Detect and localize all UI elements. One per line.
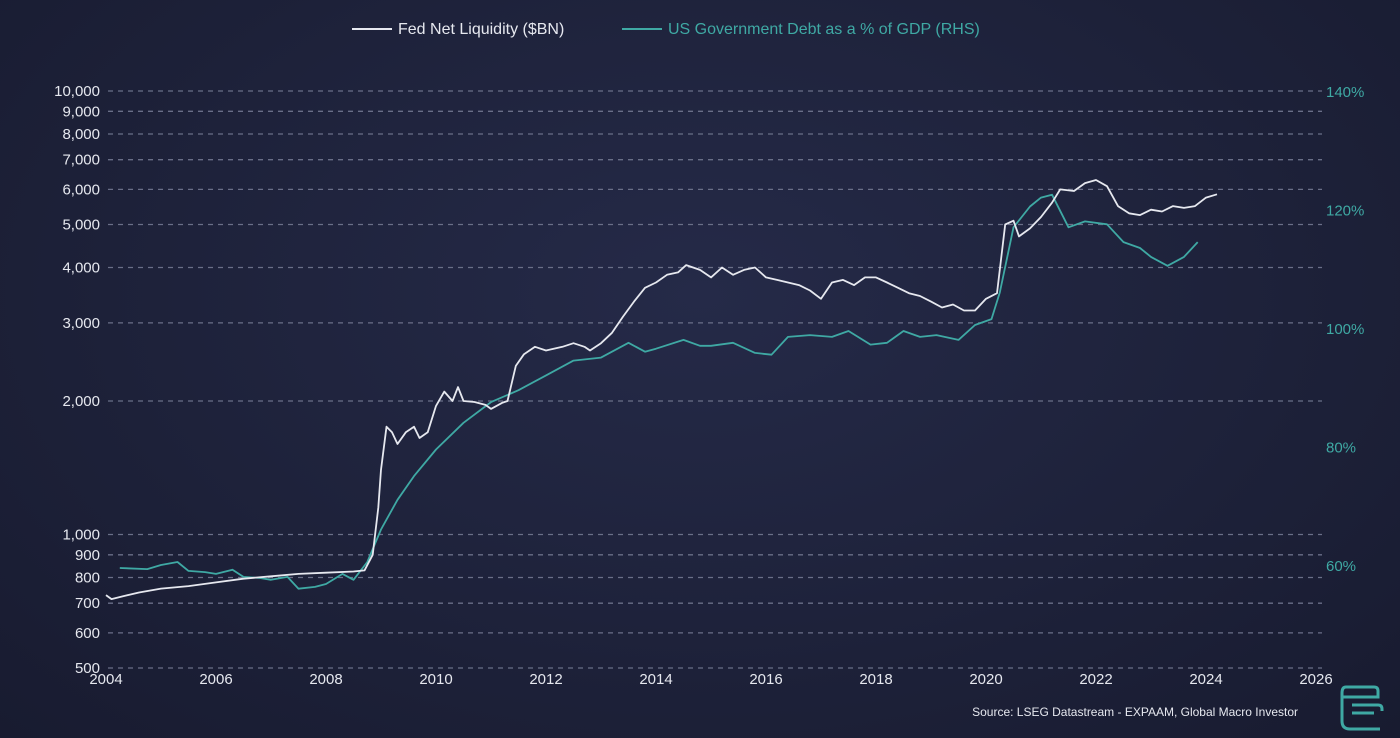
- x-tick-label: 2006: [199, 671, 232, 688]
- legend: Fed Net Liquidity ($BN) US Government De…: [352, 21, 980, 38]
- legend-label-debt-gdp: US Government Debt as a % of GDP (RHS): [668, 21, 980, 38]
- y-left-tick-label: 4,000: [62, 259, 100, 276]
- y-left-tick-label: 600: [75, 625, 100, 642]
- x-tick-label: 2018: [859, 671, 892, 688]
- y-left-tick-label: 700: [75, 595, 100, 612]
- x-tick-label: 2024: [1189, 671, 1222, 688]
- x-tick-label: 2026: [1299, 671, 1332, 688]
- x-tick-label: 2022: [1079, 671, 1112, 688]
- y-right-tick-label: 120%: [1326, 203, 1364, 220]
- x-tick-label: 2010: [419, 671, 452, 688]
- y-left-tick-label: 800: [75, 569, 100, 586]
- source-note: Source: LSEG Datastream - EXPAAM, Global…: [972, 705, 1298, 719]
- x-tick-label: 2016: [749, 671, 782, 688]
- y-right-tick-label: 80%: [1326, 440, 1356, 457]
- y-left-tick-label: 1,000: [62, 526, 100, 543]
- x-tick-label: 2004: [89, 671, 122, 688]
- y-right-tick-label: 140%: [1326, 84, 1364, 101]
- y-left-tick-label: 7,000: [62, 152, 100, 169]
- y-left-tick-label: 8,000: [62, 126, 100, 143]
- y-left-tick-label: 6,000: [62, 181, 100, 198]
- y-axis-left-ticks: 500 600 700 800 900 1,000 2,000 3,000 4,000 5,000…: [54, 83, 100, 677]
- x-tick-label: 2020: [969, 671, 1002, 688]
- y-right-tick-label: 100%: [1326, 321, 1364, 338]
- series-line-debt-gdp: [119, 193, 1199, 590]
- y-left-tick-label: 900: [75, 547, 100, 564]
- y-left-tick-label: 2,000: [62, 393, 100, 410]
- y-left-tick-label: 5,000: [62, 217, 100, 234]
- y-right-tick-label: 60%: [1326, 558, 1356, 575]
- y-left-tick-label: 500: [75, 660, 100, 677]
- gridlines: [108, 90, 1322, 669]
- y-left-tick-label: 3,000: [62, 315, 100, 332]
- legend-label-fed-liquidity: Fed Net Liquidity ($BN): [398, 21, 564, 38]
- brand-logo-icon: [1340, 685, 1384, 731]
- y-axis-right-ticks: 60% 80% 100% 120% 140%: [1326, 84, 1364, 575]
- y-left-tick-label: 9,000: [62, 103, 100, 120]
- series-lines: [105, 179, 1218, 600]
- x-axis-ticks: 2004 2006 2008 2010 2012 2014 2016 2018 2020 2022…: [89, 671, 1332, 688]
- x-tick-label: 2008: [309, 671, 342, 688]
- series-line-fed-liquidity: [105, 179, 1218, 600]
- x-tick-label: 2012: [529, 671, 562, 688]
- y-left-tick-label: 10,000: [54, 83, 100, 100]
- x-tick-label: 2014: [639, 671, 672, 688]
